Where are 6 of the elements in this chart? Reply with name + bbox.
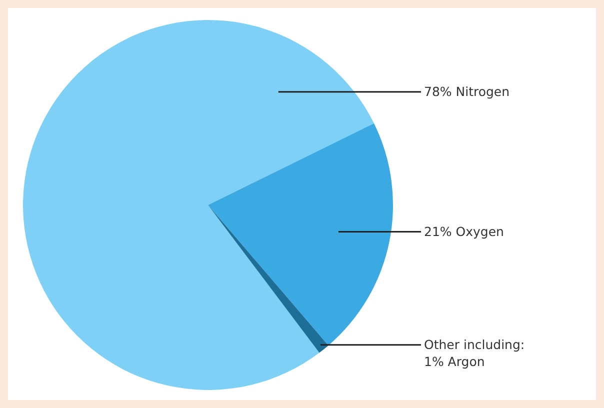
pie-slice	[208, 123, 393, 346]
slice-label: 78% Nitrogen	[424, 84, 510, 99]
pie-slice	[23, 20, 374, 390]
slice-label: Other including: 1% Argon	[424, 336, 525, 369]
pie-slice	[208, 205, 328, 353]
slice-label: 21% Oxygen	[424, 224, 504, 239]
